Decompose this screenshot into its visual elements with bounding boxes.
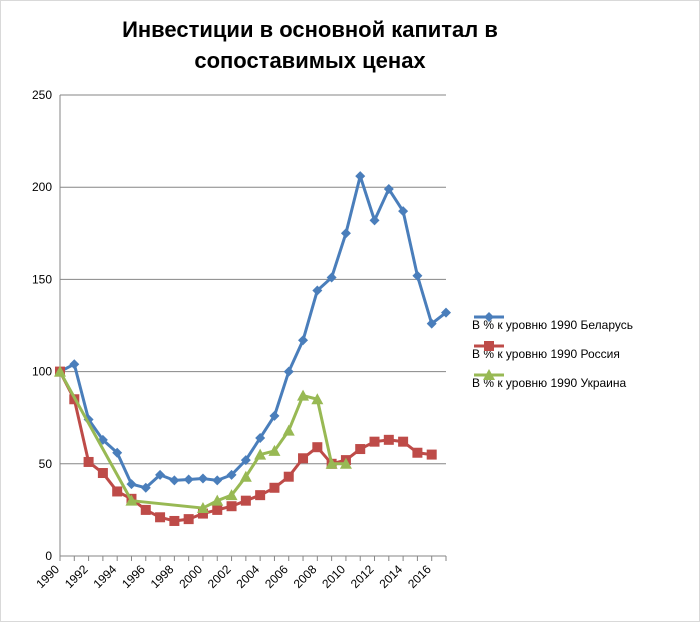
- data-point-1-2016: [426, 449, 437, 460]
- data-point-1-1998: [169, 515, 180, 526]
- y-tick-label: 100: [32, 365, 52, 379]
- data-point-1-2011: [355, 444, 366, 455]
- legend-item: В % к уровню 1990 Россия: [472, 339, 633, 368]
- data-point-0-1998: [169, 475, 180, 486]
- data-point-1-2006: [283, 471, 294, 482]
- data-point-0-1996: [140, 482, 151, 493]
- x-tick-label: 1998: [148, 562, 177, 591]
- y-tick-label: 250: [32, 88, 52, 102]
- data-point-1-2000: [197, 508, 208, 519]
- data-point-0-2006: [283, 366, 294, 377]
- legend-label: В % к уровню 1990 Беларусь: [472, 317, 633, 332]
- data-point-1-2015: [412, 447, 423, 458]
- data-point-0-2017: [441, 307, 451, 318]
- data-point-1-2001: [212, 504, 223, 515]
- chart-legend: В % к уровню 1990 Беларусь В % к уровню 1…: [472, 310, 633, 397]
- x-tick-label: 2006: [262, 562, 291, 591]
- data-point-2-1995: [125, 494, 138, 506]
- data-point-1-2013: [383, 434, 394, 445]
- data-point-0-2016: [426, 318, 437, 329]
- data-point-2-2004: [254, 448, 267, 460]
- data-point-0-2005: [269, 410, 280, 421]
- data-point-0-2013: [383, 184, 394, 195]
- y-tick-label: 150: [32, 272, 52, 286]
- data-point-0-2010: [340, 228, 351, 239]
- x-tick-label: 2000: [176, 562, 205, 591]
- data-point-2-2005: [268, 444, 281, 456]
- data-point-2-1990: [54, 365, 66, 377]
- legend-label: В % к уровню 1990 Россия: [472, 346, 620, 361]
- chart-title: Инвестиции в основной капитал в сопостав…: [100, 14, 520, 76]
- data-point-1-2014: [398, 436, 409, 447]
- x-tick-label: 1990: [33, 562, 62, 591]
- data-point-2-2002: [225, 489, 238, 501]
- data-point-0-1995: [126, 479, 137, 490]
- data-point-2-2008: [311, 393, 324, 405]
- x-tick-label: 2016: [405, 562, 434, 591]
- data-point-0-1991: [69, 359, 80, 370]
- data-point-1-2007: [298, 453, 309, 464]
- data-point-0-2012: [369, 215, 380, 226]
- x-tick-label: 2010: [319, 562, 348, 591]
- data-point-1-1993: [97, 468, 108, 479]
- legend-item: В % к уровню 1990 Украина: [472, 368, 633, 397]
- data-point-0-1999: [183, 474, 194, 485]
- data-point-1-2008: [312, 442, 323, 453]
- y-tick-label: 0: [45, 549, 52, 563]
- data-point-2-2001: [211, 494, 224, 506]
- data-point-2-2000: [196, 502, 209, 514]
- legend-label: В % к уровню 1990 Украина: [472, 375, 627, 390]
- data-point-1-2004: [255, 490, 266, 501]
- x-tick-label: 2012: [348, 562, 377, 591]
- x-tick-label: 1994: [91, 562, 120, 591]
- data-point-2-2009: [325, 457, 338, 469]
- data-point-1-1996: [140, 504, 151, 515]
- data-point-0-2001: [212, 475, 223, 486]
- data-point-0-2000: [197, 473, 208, 484]
- data-point-0-2011: [355, 171, 366, 182]
- data-point-0-1994: [112, 447, 123, 458]
- chart-title-line-2: сопоставимых ценах: [194, 48, 426, 73]
- data-point-1-2005: [269, 482, 280, 493]
- legend-swatch: [474, 369, 504, 380]
- data-point-2-2006: [282, 424, 295, 436]
- x-tick-label: 2014: [376, 562, 405, 591]
- x-tick-label: 2008: [291, 562, 320, 591]
- data-point-1-2002: [226, 501, 237, 512]
- data-point-2-2010: [339, 457, 352, 469]
- data-point-0-2008: [312, 285, 323, 296]
- data-point-1-1997: [155, 512, 166, 523]
- data-point-2-2007: [297, 389, 310, 401]
- chart-title-line-1: Инвестиции в основной капитал в: [122, 17, 498, 42]
- data-point-0-2002: [226, 469, 237, 480]
- x-tick-label: 2002: [205, 562, 234, 591]
- data-point-0-1997: [155, 469, 166, 480]
- y-tick-label: 200: [32, 180, 52, 194]
- data-point-1-1999: [183, 514, 194, 525]
- data-point-0-2009: [326, 272, 337, 283]
- legend-item: В % к уровню 1990 Беларусь: [472, 310, 633, 339]
- data-point-1-2012: [369, 436, 380, 447]
- series-line-0: [59, 174, 447, 490]
- data-point-0-2007: [298, 335, 309, 346]
- x-tick-label: 1992: [62, 562, 91, 591]
- data-point-1-2003: [240, 495, 251, 506]
- data-point-0-2014: [398, 206, 409, 217]
- data-point-0-2015: [412, 270, 423, 281]
- legend-swatch: [474, 341, 504, 351]
- y-tick-label: 50: [39, 457, 53, 471]
- data-point-0-2003: [240, 455, 251, 466]
- x-tick-label: 1996: [119, 562, 148, 591]
- data-point-1-1994: [112, 486, 123, 497]
- legend-swatch: [474, 312, 504, 322]
- x-tick-label: 2004: [233, 562, 262, 591]
- data-point-1-1992: [83, 456, 94, 467]
- data-point-2-2003: [239, 470, 252, 482]
- data-point-0-2004: [255, 432, 266, 443]
